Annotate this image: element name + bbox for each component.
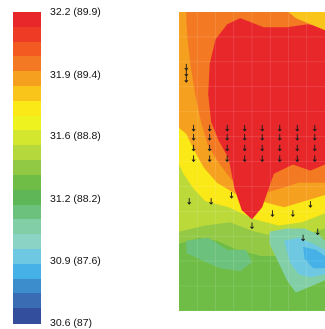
- colorbar-swatch: [13, 264, 41, 279]
- colorbar-swatch: [13, 145, 41, 160]
- colorbar-swatch: [13, 12, 41, 27]
- colorbar-swatch: [13, 308, 41, 323]
- heatmap-svg: [179, 12, 325, 317]
- colorbar-swatch: [13, 205, 41, 220]
- colorbar-swatch: [13, 71, 41, 86]
- colorbar-swatch: [13, 86, 41, 101]
- colorbar-swatch: [13, 160, 41, 175]
- colorbar-tick-label: 32.2 (89.9): [50, 6, 101, 18]
- colorbar-tick-label: 31.2 (88.2): [50, 193, 101, 205]
- colorbar: [13, 12, 41, 323]
- colorbar-swatch: [13, 279, 41, 294]
- colorbar-swatch: [13, 42, 41, 57]
- colorbar-swatch: [13, 130, 41, 145]
- colorbar-swatch: [13, 293, 41, 308]
- colorbar-swatch: [13, 27, 41, 42]
- colorbar-swatch: [13, 219, 41, 234]
- colorbar-swatch: [13, 101, 41, 116]
- heatmap-plot-area: [179, 12, 325, 317]
- colorbar-swatch: [13, 175, 41, 190]
- colorbar-tick-label: 31.9 (89.4): [50, 69, 101, 81]
- colorbar-tick-label: 30.6 (87): [50, 317, 92, 329]
- colorbar-swatch: [13, 190, 41, 205]
- colorbar-swatch: [13, 249, 41, 264]
- colorbar-swatch: [13, 116, 41, 131]
- colorbar-swatch: [13, 234, 41, 249]
- colorbar-tick-label: 30.9 (87.6): [50, 255, 101, 267]
- colorbar-swatch: [13, 56, 41, 71]
- colorbar-tick-label: 31.6 (88.8): [50, 130, 101, 142]
